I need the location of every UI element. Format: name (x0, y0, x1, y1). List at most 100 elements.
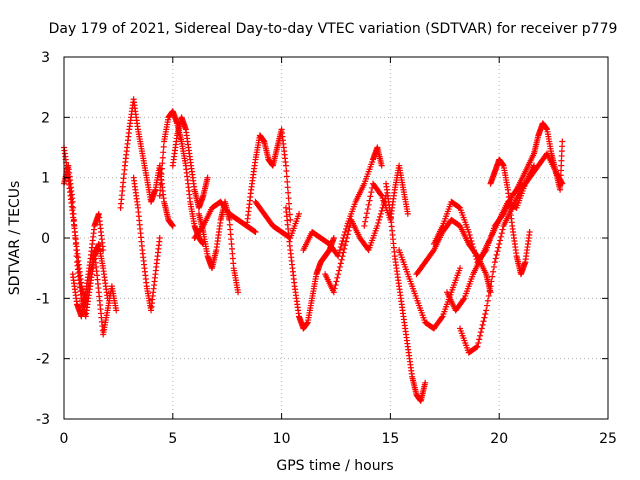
data-point (296, 210, 303, 217)
data-point (364, 206, 371, 213)
data-point (283, 173, 290, 180)
data-point (284, 184, 291, 191)
x-tick-label: 20 (490, 431, 508, 447)
data-point (334, 274, 341, 281)
data-point (72, 241, 79, 248)
data-point (285, 195, 292, 202)
y-tick-label: 2 (41, 110, 50, 126)
data-point (465, 228, 472, 235)
x-axis-label: GPS time / hours (276, 458, 393, 474)
data-point (336, 263, 343, 270)
data-point (156, 235, 163, 241)
data-point (235, 289, 242, 296)
data-point (367, 193, 374, 200)
data-point (482, 311, 489, 318)
data-point (457, 265, 464, 272)
data-point (283, 168, 290, 175)
series-sat-n (322, 192, 390, 296)
data-point (73, 247, 80, 254)
data-point (286, 211, 293, 218)
data-point (336, 250, 343, 257)
data-point (336, 267, 343, 274)
data-point (100, 247, 107, 254)
data-point (470, 247, 477, 254)
data-point (438, 314, 445, 321)
data-point (157, 187, 164, 194)
data-point (471, 250, 478, 257)
data-point (252, 228, 259, 235)
data-point (466, 231, 473, 238)
data-point (158, 171, 165, 178)
data-point (376, 213, 383, 220)
data-point (496, 241, 503, 248)
data-point (375, 219, 382, 226)
data-points (61, 96, 566, 404)
data-point (69, 198, 76, 205)
data-point (346, 224, 353, 231)
series-sat-i (191, 198, 259, 241)
x-tick-label: 25 (599, 431, 617, 447)
data-point (339, 238, 346, 245)
data-point (339, 253, 346, 260)
data-point (479, 321, 486, 328)
data-point (160, 149, 167, 156)
data-point (338, 241, 345, 248)
data-point (199, 224, 206, 231)
chart-title: Day 179 of 2021, Sidereal Day-to-day VTE… (49, 21, 618, 37)
y-axis-label: SDTVAR / TECUs (7, 181, 23, 296)
y-tick-label: 1 (41, 171, 50, 187)
data-point (284, 178, 291, 185)
data-point (73, 253, 80, 260)
data-point (486, 288, 493, 295)
series-sat-g (169, 114, 211, 211)
data-point (72, 235, 79, 241)
x-tick-label: 0 (60, 431, 69, 447)
data-point (493, 251, 500, 258)
series-sat-j (243, 126, 294, 229)
data-point (487, 289, 494, 296)
series-sat-e (130, 174, 163, 314)
data-point (488, 278, 495, 285)
data-point (338, 256, 345, 263)
data-point (531, 162, 538, 169)
data-point (374, 222, 381, 229)
y-tick-label: -1 (36, 291, 50, 307)
data-point (477, 332, 484, 339)
y-tick-label: -3 (36, 412, 50, 428)
series-sat-k (252, 198, 303, 241)
data-point (156, 192, 163, 199)
data-point (342, 242, 349, 249)
data-point (341, 231, 348, 238)
data-point (365, 201, 372, 208)
data-point (492, 255, 499, 262)
data-point (287, 216, 294, 223)
data-point (113, 307, 120, 314)
data-point (285, 200, 292, 207)
data-point (475, 339, 482, 346)
data-point (70, 210, 77, 217)
data-point (559, 138, 566, 145)
data-point (158, 176, 165, 183)
data-point (472, 253, 479, 260)
series-sat-d (117, 96, 176, 229)
data-point (497, 233, 504, 240)
series-sat-p (383, 180, 429, 404)
x-tick-label: 10 (273, 431, 291, 447)
data-point (430, 248, 437, 255)
data-point (499, 226, 506, 233)
data-point (282, 162, 289, 169)
data-point (468, 238, 475, 245)
y-tick-label: 3 (41, 50, 50, 66)
data-point (343, 235, 350, 241)
data-point (158, 165, 165, 172)
data-point (343, 238, 350, 245)
data-point (331, 285, 338, 292)
x-tick-label: 5 (168, 431, 177, 447)
data-point (71, 228, 78, 235)
data-point (378, 162, 385, 169)
data-point (470, 244, 477, 251)
y-tick-label: 0 (41, 231, 50, 247)
data-point (376, 216, 383, 223)
data-point (169, 222, 176, 229)
data-point (344, 231, 351, 238)
